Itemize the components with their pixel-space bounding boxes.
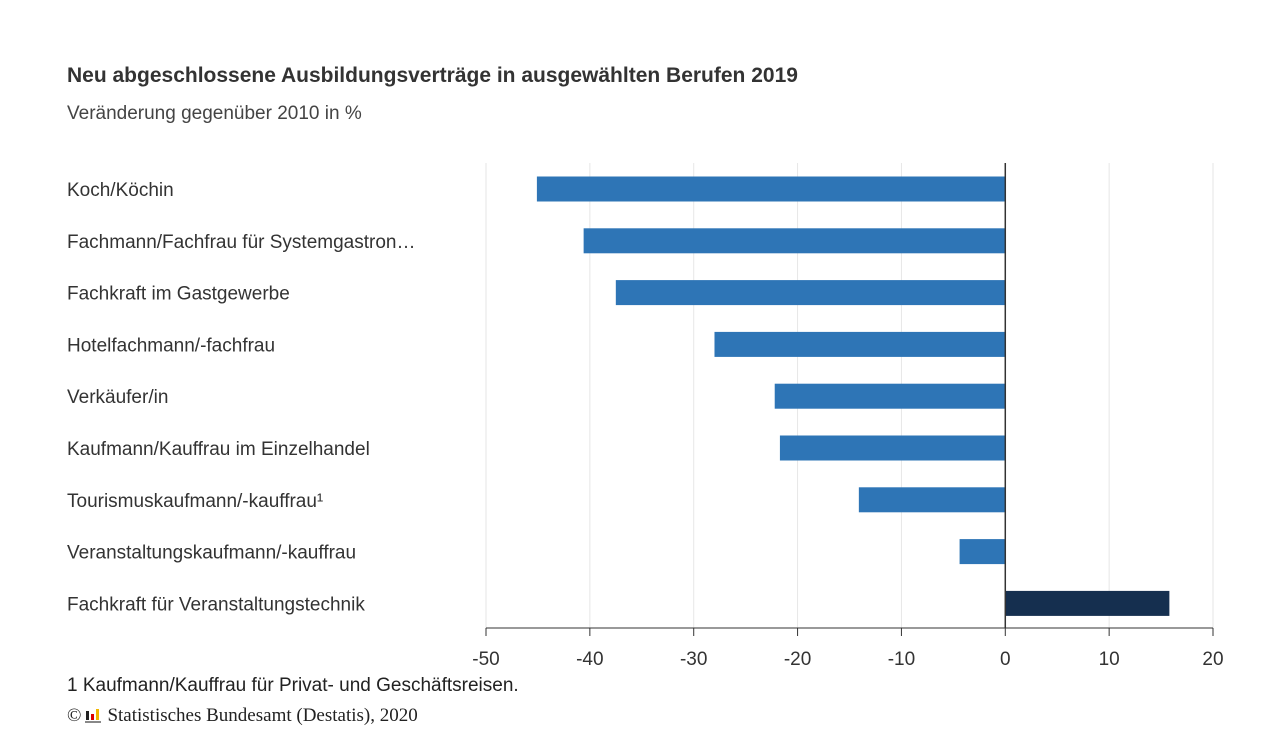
x-tick-label: -10 <box>888 649 915 670</box>
bar <box>779 435 1006 461</box>
bar <box>583 228 1006 254</box>
bar <box>536 176 1006 202</box>
bar <box>858 487 1006 513</box>
bar <box>615 280 1006 306</box>
category-label: Hotelfachmann/-fachfrau <box>67 335 275 356</box>
bar <box>774 383 1006 409</box>
x-tick-label: -20 <box>784 649 811 670</box>
category-label: Kaufmann/Kauffrau im Einzelhandel <box>67 439 370 460</box>
x-tick-label: -30 <box>680 649 707 670</box>
x-tick-label: -40 <box>576 649 603 670</box>
x-tick-label: 10 <box>1099 649 1120 670</box>
bar <box>714 331 1006 357</box>
bar <box>1005 590 1170 616</box>
footnote: 1 Kaufmann/Kauffrau für Privat- und Gesc… <box>67 675 519 696</box>
chart-title: Neu abgeschlossene Ausbildungsverträge i… <box>67 64 798 87</box>
category-label: Veranstaltungskaufmann/-kauffrau <box>67 543 356 564</box>
category-label: Tourismuskaufmann/-kauffrau¹ <box>67 491 323 512</box>
source-text: Statistisches Bundesamt (Destatis), 2020 <box>107 705 418 726</box>
copyright-symbol: © <box>67 705 82 726</box>
source-line: © Statistisches Bundesamt (Destatis), 20… <box>67 705 418 727</box>
category-label: Fachkraft im Gastgewerbe <box>67 284 290 305</box>
destatis-logo-icon <box>85 709 102 723</box>
x-tick-label: 0 <box>1000 649 1011 670</box>
chart-subtitle: Veränderung gegenüber 2010 in % <box>67 103 362 124</box>
bar <box>959 539 1006 565</box>
x-tick-label: -50 <box>472 649 499 670</box>
x-tick-label: 20 <box>1202 649 1223 670</box>
category-label: Fachkraft für Veranstaltungstechnik <box>67 594 365 615</box>
category-label: Fachmann/Fachfrau für Systemgastron… <box>67 232 415 253</box>
category-label: Verkäufer/in <box>67 387 168 408</box>
category-label: Koch/Köchin <box>67 180 174 201</box>
